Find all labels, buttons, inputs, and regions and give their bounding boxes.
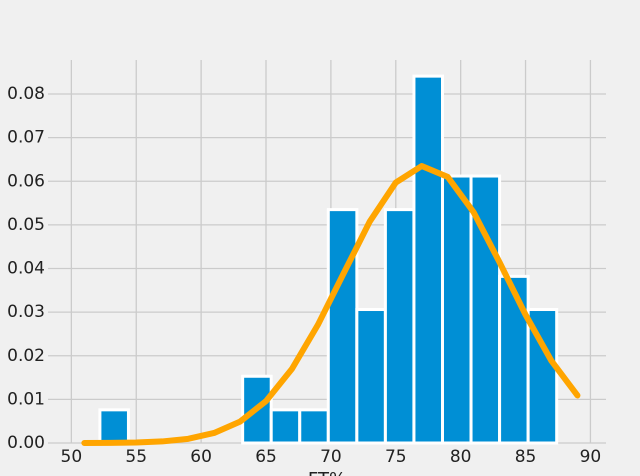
- x-tick-label: 60: [190, 447, 212, 467]
- y-tick-label: 0.05: [7, 215, 45, 235]
- bar: [498, 274, 530, 445]
- y-tick-label: 0.03: [7, 302, 45, 322]
- curve-line: [81, 163, 581, 446]
- y-tick-label: 0.06: [7, 171, 45, 191]
- labels: 0.00 0.01 0.02 0.03 0.04 0.05 0.06 0.07 0.08 50 55…: [7, 84, 601, 467]
- bar: [440, 174, 473, 445]
- curve: [81, 163, 581, 446]
- bar: [355, 308, 387, 445]
- bar: [269, 408, 302, 445]
- x-axis-label: FT%: [308, 469, 346, 476]
- bar: [98, 408, 130, 445]
- x-tick-label: 80: [450, 447, 472, 467]
- x-tick-label: 90: [580, 447, 602, 467]
- y-tick-label: 0.01: [7, 389, 45, 409]
- x-tick-label: 65: [255, 447, 277, 467]
- x-tick-label: 85: [515, 447, 537, 467]
- x-tick-label: 70: [320, 447, 342, 467]
- bar: [298, 408, 330, 445]
- x-tick-label: 50: [61, 447, 83, 467]
- bar: [383, 208, 416, 445]
- y-tick-label: 0.00: [7, 433, 45, 453]
- y-tick-label: 0.04: [7, 259, 45, 279]
- bar: [412, 74, 444, 445]
- y-tick-label: 0.07: [7, 128, 45, 148]
- x-tick-label: 55: [125, 447, 147, 467]
- y-tick-label: 0.02: [7, 346, 45, 366]
- bar: [326, 208, 359, 445]
- x-tick-label: 75: [385, 447, 407, 467]
- y-tick-label: 0.08: [7, 84, 45, 104]
